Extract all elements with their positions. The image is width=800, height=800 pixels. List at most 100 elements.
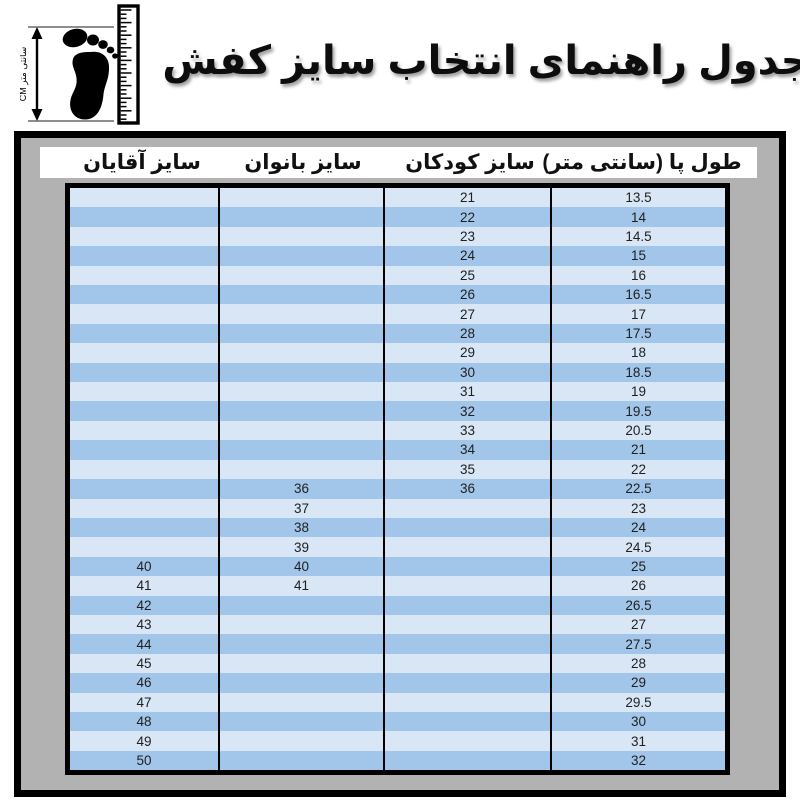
table-cell (220, 382, 385, 402)
table-row: 24 15 (70, 246, 725, 266)
table-cell: 40 (70, 556, 220, 577)
table-cell (70, 479, 220, 499)
table-cell (220, 285, 385, 305)
table-row: 32 19.5 (70, 401, 725, 421)
table-cell (220, 750, 385, 771)
table-cell (220, 362, 385, 383)
table-cell: 35 (385, 459, 552, 480)
table-row: 39 24.5 (70, 537, 725, 557)
header-foot-length: طول پا (سانتی متر) (542, 151, 742, 174)
table-row: 34 21 (70, 440, 725, 460)
table-cell (385, 556, 552, 577)
table-cell (220, 692, 385, 712)
table-cell: 34 (385, 440, 552, 460)
table-cell: 23 (385, 226, 552, 247)
table-cell (385, 498, 552, 518)
table-cell (70, 401, 220, 421)
table-cell (385, 595, 552, 615)
table-row: 50 32 (70, 750, 725, 771)
table-cell (220, 711, 385, 732)
table-cell: 31 (630, 733, 647, 749)
table-cell: 50 (70, 750, 220, 771)
foot-measure-icon: CM سانتی متر (20, 4, 140, 125)
table-cell (220, 323, 385, 344)
table-cell (70, 440, 220, 460)
table-cell: 47 (70, 692, 220, 712)
table-cell (70, 517, 220, 538)
table-cell: 43 (70, 614, 220, 635)
table-cell (385, 576, 552, 596)
table-row: 28 17.5 (70, 323, 725, 344)
table-cell: 44 (70, 634, 220, 654)
table-cell: 33 (385, 420, 552, 441)
table-cell (70, 285, 220, 305)
table-cell: 38 (220, 517, 385, 538)
table-cell: 19.5 (625, 403, 652, 419)
table-rows: 21 13.5 22 14 23 14.5 24 15 25 16 26 16.5 27 17 28 17.5… (70, 188, 725, 771)
table-row: 46 29 (70, 673, 725, 693)
table-cell: 39 (220, 537, 385, 557)
table-cell (70, 246, 220, 266)
header-women-size: سایز بانوان (244, 151, 362, 174)
table-cell (220, 614, 385, 635)
table-cell: 21 (630, 442, 647, 458)
table-cell: 15 (630, 248, 647, 264)
table-row: 47 29.5 (70, 692, 725, 712)
table-cell: 41 (220, 576, 385, 596)
table-cell: 42 (70, 595, 220, 615)
table-cell: 36 (385, 479, 552, 499)
table-cell: 32 (385, 401, 552, 421)
table-cell (70, 537, 220, 557)
table-cell (70, 382, 220, 402)
table-cell: 26 (630, 578, 647, 594)
table-row: 40 40 25 (70, 556, 725, 577)
table-cell (385, 517, 552, 538)
table-cell: 29 (385, 343, 552, 363)
table-cell (220, 226, 385, 247)
table-row: 36 36 22.5 (70, 479, 725, 499)
table-cell: 41 (70, 576, 220, 596)
table-row: 26 16.5 (70, 285, 725, 305)
table-row: 33 20.5 (70, 420, 725, 441)
table-cell (70, 207, 220, 227)
table-row: 35 22 (70, 459, 725, 480)
table-row: 27 17 (70, 304, 725, 324)
table-cell: 30 (630, 714, 647, 730)
table-cell: 28 (385, 323, 552, 344)
table-cell (220, 634, 385, 654)
table-cell: 49 (70, 731, 220, 751)
table-row: 49 31 (70, 731, 725, 751)
table-cell: 24 (385, 246, 552, 266)
table-cell (385, 750, 552, 771)
table-cell: 14.5 (625, 229, 652, 245)
table-cell: 46 (70, 673, 220, 693)
table-cell: 27.5 (625, 636, 652, 652)
table-cell: 25 (385, 265, 552, 286)
table-cell (220, 459, 385, 480)
table-cell: 45 (70, 653, 220, 674)
table-cell (220, 265, 385, 286)
table-row: 41 41 26 (70, 576, 725, 596)
table-cell (385, 614, 552, 635)
table-cell (220, 440, 385, 460)
table-cell (70, 226, 220, 247)
column-header-band: سایز آقایان سایز بانوان سایز کودکان طول … (40, 147, 757, 178)
table-cell: 17 (630, 306, 647, 322)
table-cell: 27 (385, 304, 552, 324)
table-cell: 18 (630, 345, 647, 361)
table-row: 30 18.5 (70, 362, 725, 383)
table-cell: 30 (385, 362, 552, 383)
table-cell (220, 420, 385, 441)
header-men-size: سایز آقایان (83, 151, 201, 174)
ruler-icon (117, 4, 140, 125)
table-row: 25 16 (70, 265, 725, 286)
table-cell: 24.5 (625, 539, 652, 555)
table-cell: 28 (630, 655, 647, 671)
table-row: 23 14.5 (70, 226, 725, 247)
table-cell (220, 304, 385, 324)
table-row: 29 18 (70, 343, 725, 363)
table-row: 38 24 (70, 517, 725, 538)
table-cell (385, 634, 552, 654)
table-cell (220, 673, 385, 693)
table-cell: 13.5 (625, 190, 652, 206)
